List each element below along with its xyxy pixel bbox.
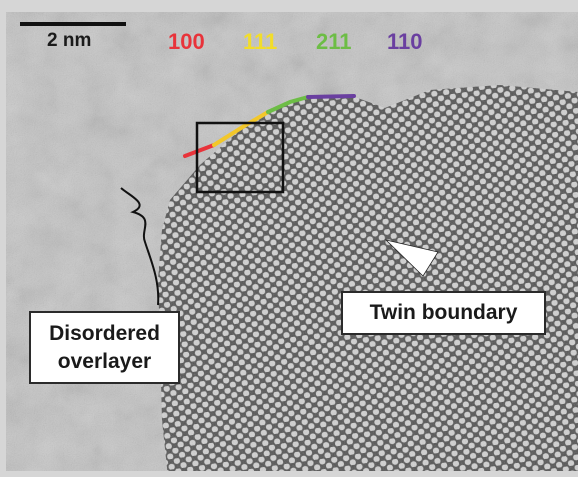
twin-boundary-label: Twin boundary (341, 291, 546, 335)
scale-bar-label: 2 nm (47, 30, 92, 51)
facet-label-100: 100 (168, 29, 205, 54)
disordered-overlayer-leader-line (120, 187, 160, 306)
zoom-region-box (195, 121, 285, 194)
facet-label-211: 211 (316, 29, 352, 54)
facet-110-edge (306, 94, 356, 99)
facet-211-edge (266, 95, 310, 114)
facet-label-110: 110 (387, 29, 423, 54)
facet-100-edge (183, 143, 216, 158)
disordered-overlayer-label-line-2: overlayer (57, 350, 152, 373)
facet-label-111: 111 (243, 29, 278, 54)
twin-boundary-arrow (384, 239, 439, 277)
disordered-overlayer-label: Disordered overlayer (29, 311, 180, 384)
disordered-overlayer-label-line-1: Disordered (49, 322, 160, 345)
facet-111-edge (212, 110, 270, 147)
